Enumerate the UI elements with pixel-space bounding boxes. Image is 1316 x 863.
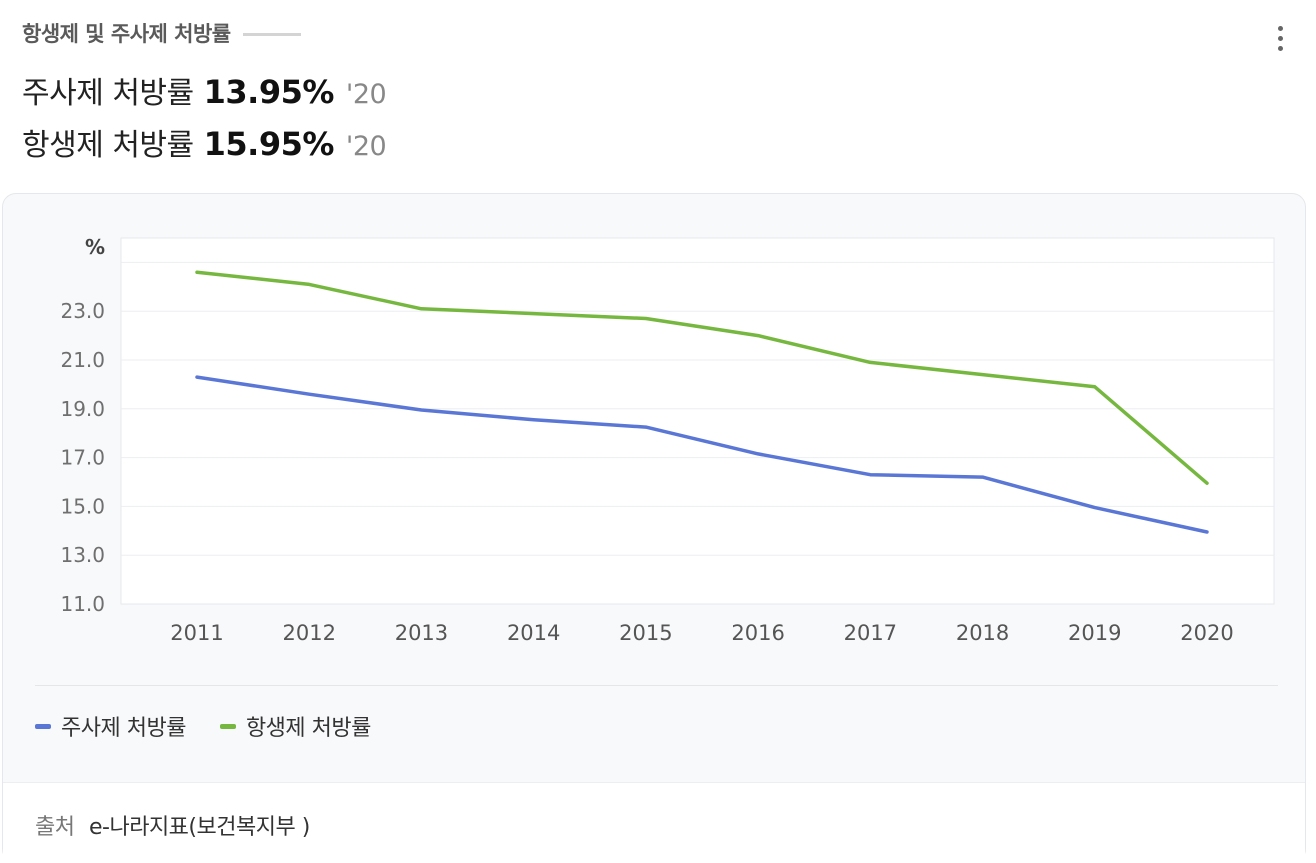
source-footer: 출처 e-나라지표(보건복지부 ): [3, 782, 1305, 863]
stat-year: '20: [345, 131, 387, 162]
x-tick-label: 2016: [731, 621, 784, 645]
x-tick-label: 2020: [1180, 621, 1233, 645]
legend-label: 항생제 처방률: [245, 716, 371, 741]
x-tick-label: 2011: [170, 621, 223, 645]
more-options-icon[interactable]: [1268, 24, 1294, 52]
source-text: e-나라지표(보건복지부 ): [88, 815, 310, 840]
legend-swatch: [35, 723, 51, 729]
stat-antibiotic: 항생제 처방률 15.95% '20: [22, 120, 387, 164]
x-tick-label: 2018: [956, 621, 1009, 645]
source-row: 출처 e-나라지표(보건복지부 ): [35, 809, 310, 841]
y-tick-label: 11.0: [60, 592, 105, 616]
legend-label: 주사제 처방률: [61, 716, 186, 741]
series-line-antibiotic: [195, 270, 1209, 485]
legend-item-antibiotic[interactable]: 항생제 처방률: [219, 710, 371, 742]
stat-year: '20: [345, 79, 387, 110]
x-tick-label: 2014: [507, 621, 560, 645]
y-tick-label: 21.0: [60, 348, 105, 372]
stat-label: 항생제 처방률: [22, 128, 194, 163]
legend-item-injection[interactable]: 주사제 처방률: [35, 710, 186, 742]
title-rule: [242, 32, 301, 36]
x-tick-label: 2013: [395, 621, 448, 645]
plot-area: [120, 237, 1275, 605]
header-title-row: 항생제 및 주사제 처방률: [22, 18, 301, 48]
y-tick-label: 15.0: [60, 494, 105, 518]
page-title: 항생제 및 주사제 처방률: [22, 22, 231, 46]
stat-value: 13.95%: [203, 73, 335, 111]
chart-card: 11.0 13.0 15.0 17.0 19.0 21.0 23.0% 2011 2012 201…: [2, 193, 1306, 863]
card-divider: [35, 685, 1278, 686]
source-label: 출처: [35, 815, 75, 840]
chart-legend: 주사제 처방률 항생제 처방률: [35, 710, 405, 742]
y-tick-label: 13.0: [60, 543, 105, 567]
series-line-injection: [195, 375, 1209, 534]
stat-value: 15.95%: [203, 125, 335, 163]
stat-label: 주사제 처방률: [22, 76, 194, 111]
stat-injection: 주사제 처방률 13.95% '20: [22, 68, 387, 112]
y-tick-label: 19.0: [60, 397, 105, 421]
y-unit-label: %: [85, 235, 105, 259]
legend-swatch: [219, 723, 236, 729]
y-tick-label: 23.0: [60, 299, 105, 323]
x-tick-label: 2019: [1068, 621, 1121, 645]
x-tick-label: 2015: [619, 621, 672, 645]
line-chart: 11.0 13.0 15.0 17.0 19.0 21.0 23.0% 2011 2012 201…: [60, 235, 1275, 645]
y-tick-label: 17.0: [60, 446, 105, 470]
x-tick-label: 2017: [844, 621, 897, 645]
x-tick-label: 2012: [282, 621, 335, 645]
